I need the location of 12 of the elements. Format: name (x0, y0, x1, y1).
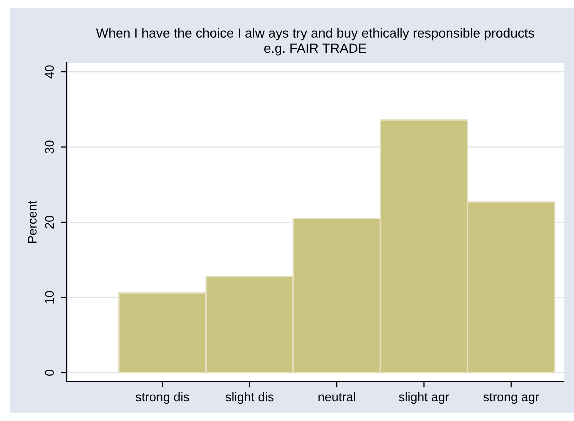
x-tick-label: slight dis (226, 392, 274, 404)
x-tick-label: strong agr (484, 393, 540, 404)
y-axis-title: Percent (28, 201, 37, 244)
y-tick-label: 20 (45, 216, 54, 229)
y-tick-label: 30 (45, 140, 54, 154)
chart-title: When I have the choice I alw ays try and buy ethically responsible products e.g. FAIR TRADE (96, 28, 534, 56)
x-tick-label: slight agr (399, 392, 450, 404)
y-tick-label: 40 (45, 66, 54, 79)
x-tick-label: strong dis (136, 392, 190, 404)
y-tick-label: 10 (45, 291, 54, 304)
y-tick-label: 0 (45, 370, 54, 376)
x-tick-label: neutral (318, 392, 356, 402)
